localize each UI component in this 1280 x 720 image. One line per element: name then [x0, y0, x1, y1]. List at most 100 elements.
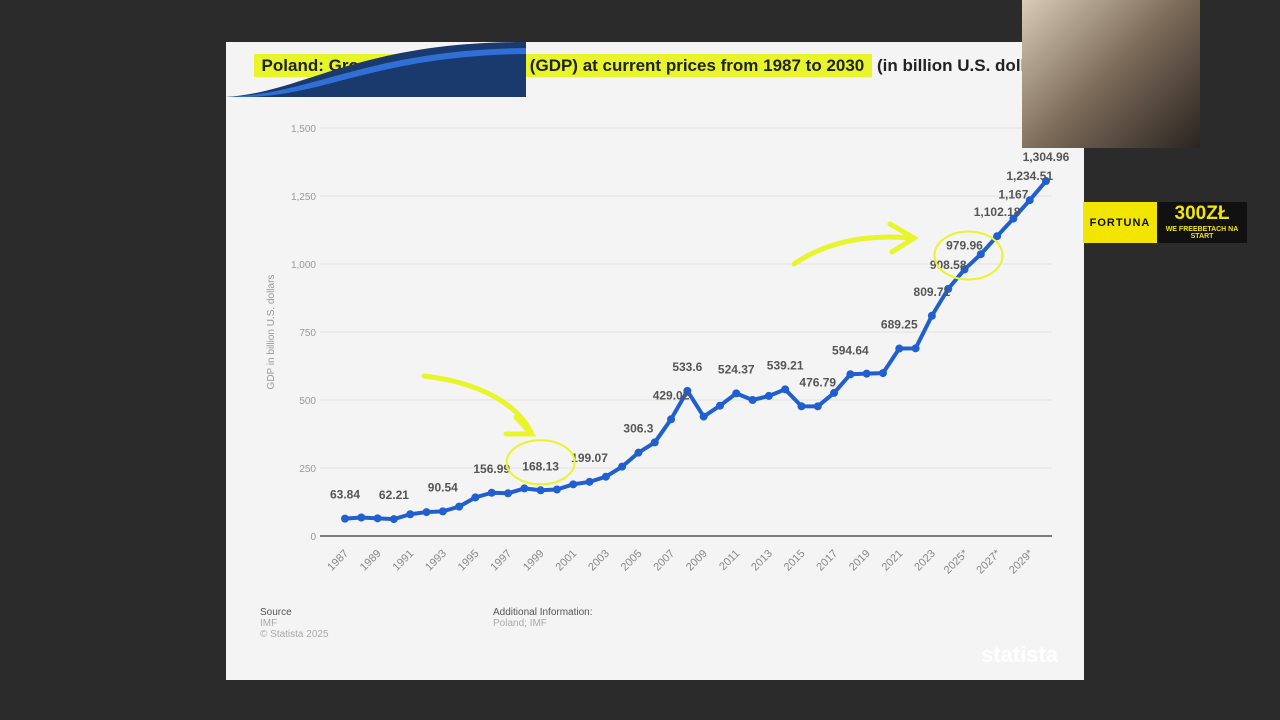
- data-label: 539.21: [767, 358, 804, 372]
- data-point: [960, 265, 969, 274]
- data-point: [944, 284, 953, 293]
- y-tick-label: 1,500: [291, 124, 316, 135]
- data-point: [471, 493, 480, 502]
- y-tick-label: 750: [299, 328, 316, 339]
- data-point: [878, 369, 887, 378]
- data-point: [732, 389, 741, 398]
- data-point: [373, 514, 382, 523]
- x-tick-label: 1991: [391, 548, 417, 574]
- x-tick-label: 2017: [814, 548, 840, 574]
- data-point: [764, 391, 773, 400]
- data-label: 809.71: [914, 285, 951, 299]
- data-point: [911, 344, 920, 353]
- y-tick-label: 1,000: [291, 260, 316, 271]
- fortuna-ad-banner[interactable]: FORTUNA 300ZŁ WE FREEBETACH NA START: [1083, 202, 1247, 243]
- data-label: 476.79: [799, 375, 836, 389]
- x-tick-label: 1987: [325, 548, 351, 574]
- data-point: [846, 370, 855, 379]
- statista-logo[interactable]: statista: [980, 642, 1058, 667]
- data-point: [748, 396, 757, 404]
- line-chart: 0 250 500 750 1,000 1,250 1,500 GDP in billion …: [266, 124, 1070, 576]
- data-point: [895, 344, 904, 353]
- data-point: [601, 472, 610, 481]
- data-point: [406, 510, 415, 519]
- x-tick-label: 2001: [554, 548, 580, 574]
- data-label: 1,167: [998, 188, 1028, 202]
- data-point: [797, 402, 806, 411]
- data-label: 533.6: [672, 360, 702, 374]
- highlight-circle: [933, 230, 1004, 281]
- data-point: [1009, 214, 1018, 223]
- data-point: [504, 489, 513, 498]
- y-tick-label: 250: [299, 464, 316, 475]
- y-tick-label: 1,250: [291, 192, 316, 203]
- data-point: [993, 232, 1002, 241]
- data-label: 429.02: [653, 388, 690, 402]
- data-point: [699, 412, 708, 421]
- highlight-arrow: [791, 221, 919, 267]
- data-point: [487, 488, 496, 497]
- data-point: [357, 513, 366, 522]
- x-tick-label: 2011: [717, 548, 742, 573]
- y-tick-label: 0: [310, 532, 316, 543]
- data-point: [683, 386, 692, 395]
- highlight-circle: [505, 439, 576, 486]
- data-label: 62.21: [379, 488, 409, 502]
- data-label: 90.54: [428, 480, 458, 494]
- data-point: [389, 515, 398, 524]
- data-point: [618, 462, 627, 471]
- x-tick-label: 2007: [651, 548, 677, 574]
- data-label: 199.07: [571, 451, 608, 465]
- source: Source IMF © Statista 2025: [260, 607, 329, 640]
- data-point: [830, 388, 839, 397]
- x-tick-label: 1989: [358, 548, 384, 574]
- data-label: 524.37: [718, 362, 755, 376]
- data-point: [715, 401, 724, 410]
- x-tick-label: 2029*: [1007, 547, 1036, 576]
- x-tick-label: 2003: [586, 548, 612, 574]
- data-point: [781, 385, 790, 394]
- data-label: 1,102.18: [974, 205, 1021, 219]
- x-tick-label: 2013: [749, 548, 775, 574]
- x-tick-label: 2019: [847, 548, 873, 574]
- x-tick-label: 1999: [521, 548, 547, 574]
- x-tick-label: 2021: [880, 548, 906, 574]
- x-tick-label: 1993: [423, 548, 449, 574]
- data-point: [1042, 177, 1050, 186]
- data-point: [1025, 196, 1034, 205]
- data-label: 594.64: [832, 343, 869, 357]
- data-label: 168.13: [522, 459, 559, 473]
- x-tick-label: 2027*: [974, 547, 1003, 576]
- data-label: 689.25: [881, 318, 918, 332]
- x-tick-label: 2005: [619, 548, 645, 574]
- statista-wave: [226, 42, 526, 97]
- data-label: 156.99: [473, 462, 510, 476]
- data-point: [520, 484, 529, 493]
- data-label: 63.84: [330, 488, 360, 502]
- x-tick-label: 1995: [456, 548, 482, 574]
- data-point: [634, 448, 643, 457]
- data-point: [569, 480, 578, 489]
- y-axis-label: GDP in billion U.S. dollars: [266, 275, 277, 390]
- y-tick-label: 500: [299, 396, 316, 407]
- highlight-arrow: [421, 373, 537, 437]
- x-tick-label: 1997: [488, 548, 514, 574]
- data-point: [650, 438, 659, 447]
- data-point: [813, 402, 822, 411]
- data-point: [862, 369, 871, 378]
- x-tick-label: 2023: [912, 548, 938, 574]
- data-point: [976, 250, 985, 259]
- webcam-overlay: [1022, 0, 1200, 148]
- x-tick-label: 2015: [782, 548, 808, 574]
- data-point: [341, 514, 349, 523]
- data-point: [552, 485, 561, 494]
- data-point: [422, 508, 431, 517]
- data-label: 306.3: [623, 422, 653, 436]
- data-point: [585, 477, 594, 486]
- x-tick-label: 2009: [684, 548, 710, 574]
- additional-info: Additional Information: Poland; IMF: [493, 607, 593, 629]
- chart-card: Poland: Gross domestic product (GDP) at …: [226, 42, 1084, 680]
- data-point: [438, 507, 447, 516]
- data-label: 1,304.96: [1023, 150, 1070, 164]
- data-label: 979.96: [946, 238, 983, 252]
